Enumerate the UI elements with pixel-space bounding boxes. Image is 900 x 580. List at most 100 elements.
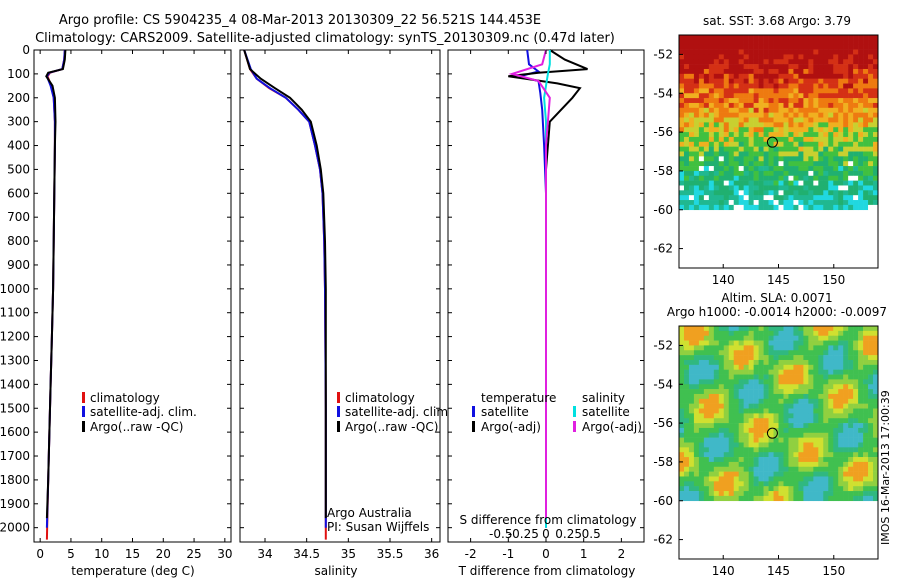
heatmap-cell <box>843 495 849 502</box>
heatmap-cell <box>758 68 764 75</box>
heatmap-cell <box>698 326 705 332</box>
y-tick-label: 1000 <box>0 282 30 296</box>
heatmap-cell <box>828 355 834 361</box>
heatmap-cell <box>763 481 769 487</box>
heatmap-cell <box>793 122 799 128</box>
heatmap-cell <box>693 447 700 453</box>
heatmap-cell <box>798 330 804 336</box>
heatmap-cell <box>873 476 879 482</box>
heatmap-cell <box>873 423 879 429</box>
heatmap-cell <box>833 427 839 434</box>
heatmap-cell <box>873 151 879 157</box>
heatmap-cell <box>793 68 799 75</box>
heatmap-cell <box>753 437 759 443</box>
heatmap-cell <box>738 330 744 336</box>
heatmap-cell <box>793 136 799 143</box>
heatmap-cell <box>853 35 859 41</box>
heatmap-cell <box>778 88 784 94</box>
heatmap-cell <box>713 112 720 118</box>
heatmap-cell <box>778 461 784 468</box>
heatmap-cell <box>848 345 854 351</box>
heatmap-cell <box>688 379 695 385</box>
heatmap-cell <box>843 389 849 395</box>
heatmap-cell <box>713 495 720 502</box>
heatmap-cell <box>868 471 874 477</box>
heatmap-cell <box>763 491 769 497</box>
heatmap-cell <box>683 476 690 482</box>
heatmap-cell <box>858 35 864 41</box>
heatmap-cell <box>833 127 839 133</box>
heatmap-cell <box>693 117 700 123</box>
heatmap-cell <box>838 35 844 41</box>
heatmap-cell <box>853 466 859 472</box>
heatmap-cell <box>848 200 854 206</box>
heatmap-cell <box>703 486 710 492</box>
heatmap-cell <box>848 146 854 152</box>
heatmap-cell <box>703 461 710 468</box>
heatmap-cell <box>798 132 804 138</box>
heatmap-cell <box>838 49 844 55</box>
heatmap-cell <box>698 350 705 356</box>
heatmap-cell <box>803 340 809 346</box>
heatmap-cell <box>753 68 759 75</box>
heatmap-cell <box>848 170 854 177</box>
heatmap-cell <box>853 64 859 70</box>
heatmap-cell <box>858 161 864 167</box>
heatmap-cell <box>768 335 774 341</box>
heatmap-cell <box>858 54 864 60</box>
heatmap-cell <box>783 374 789 380</box>
heatmap-cell <box>803 161 809 167</box>
heatmap-cell <box>823 161 829 167</box>
heatmap-cell <box>873 146 879 152</box>
heatmap-cell <box>683 93 690 99</box>
heatmap-cell <box>788 457 794 463</box>
heatmap-cell <box>778 486 784 492</box>
heatmap-cell <box>843 364 849 370</box>
heatmap-cell <box>728 476 735 482</box>
heatmap-cell <box>703 93 710 99</box>
heatmap-cell <box>748 389 754 395</box>
heatmap-cell <box>788 180 794 186</box>
heatmap-cell <box>698 54 705 60</box>
heatmap-cell <box>763 132 769 138</box>
heatmap-cell <box>808 141 814 147</box>
heatmap-cell <box>683 146 690 152</box>
heatmap-cell <box>733 185 739 191</box>
heatmap-cell <box>763 98 769 104</box>
heatmap-cell <box>693 427 700 434</box>
heatmap-cell <box>828 340 834 346</box>
heatmap-cell <box>683 393 690 400</box>
heatmap-cell <box>743 398 749 404</box>
heatmap-cell <box>778 374 784 380</box>
heatmap-cell <box>698 369 705 375</box>
heatmap-cell <box>708 491 715 497</box>
heatmap-cell <box>708 146 715 152</box>
heatmap-cell <box>788 374 794 380</box>
heatmap-cell <box>793 398 799 404</box>
heatmap-cell <box>788 379 794 385</box>
heatmap-cell <box>703 64 710 70</box>
heatmap-cell <box>803 413 809 419</box>
heatmap-cell <box>718 461 725 468</box>
heatmap-cell <box>748 345 754 351</box>
heatmap-cell <box>708 195 715 201</box>
heatmap-cell <box>873 190 879 196</box>
heatmap-cell <box>788 127 794 133</box>
heatmap-cell <box>679 461 685 468</box>
heatmap-cell <box>768 59 774 65</box>
heatmap-cell <box>828 151 834 157</box>
heatmap-cell <box>703 423 710 429</box>
heatmap-cell <box>808 442 814 448</box>
heatmap-cell <box>823 486 829 492</box>
heatmap-cell <box>688 457 695 463</box>
heatmap-cell <box>783 476 789 482</box>
heatmap-cell <box>818 359 824 366</box>
heatmap-cell <box>693 204 700 211</box>
heatmap-cell <box>818 146 824 152</box>
heatmap-cell <box>858 195 864 201</box>
heatmap-cell <box>748 78 754 84</box>
heatmap-cell <box>863 355 869 361</box>
heatmap-cell <box>698 481 705 487</box>
heatmap-cell <box>713 35 720 41</box>
heatmap-cell <box>828 461 834 468</box>
